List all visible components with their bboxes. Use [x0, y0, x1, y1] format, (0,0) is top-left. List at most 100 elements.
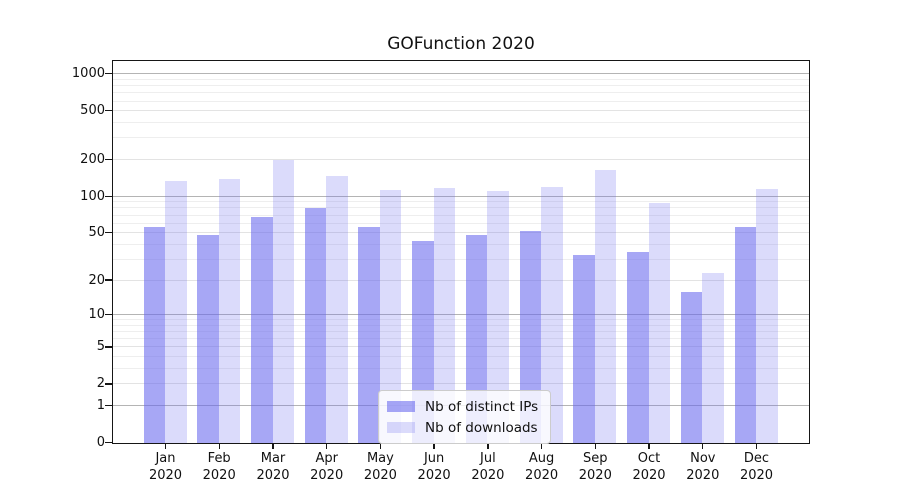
x-tick-label-oct: Oct 2020 [632, 451, 666, 483]
bar-oct-downloads [648, 203, 670, 443]
y-tick-mark-1 [105, 404, 112, 407]
y-tick-mark-200 [105, 158, 112, 161]
gridline-y-700 [113, 92, 809, 94]
y-tick-mark-20 [105, 279, 112, 281]
x-tick-label-jun: Jun 2020 [417, 451, 451, 483]
x-tick-label-nov: Nov 2020 [686, 451, 720, 483]
x-tick-mark-aug [540, 444, 543, 449]
bar-apr-downloads [326, 175, 348, 443]
x-tick-mark-oct [648, 444, 650, 449]
x-tick-mark-feb [218, 444, 220, 449]
bar-mar-downloads [272, 159, 294, 443]
bar-may-distinct-ips [358, 227, 380, 443]
gridline-y-30 [113, 258, 809, 260]
gridline-y-6 [113, 338, 809, 340]
y-tick-mark-0 [105, 441, 112, 444]
y-tick-label-20: 20 [88, 272, 105, 288]
y-tick-label-200: 200 [80, 151, 105, 167]
x-tick-label-jul: Jul 2020 [471, 451, 505, 483]
y-tick-label-2: 2 [96, 376, 105, 392]
y-tick-mark-500 [105, 110, 112, 112]
plot-area [112, 60, 810, 444]
bar-dec-distinct-ips [734, 227, 756, 443]
gridline-y-800 [113, 85, 809, 87]
gridline-y-1000 [113, 73, 809, 75]
y-tick-mark-2 [105, 383, 112, 385]
gridline-y-7 [113, 331, 809, 332]
y-tick-label-10: 10 [88, 307, 105, 322]
bar-sep-downloads [594, 170, 617, 443]
gridline-y-60 [113, 222, 809, 224]
x-tick-mark-jun [433, 444, 435, 449]
gridline-y-400 [113, 122, 809, 124]
y-tick-mark-100 [105, 195, 112, 197]
legend: Nb of distinct IPs Nb of downloads [378, 390, 552, 444]
bar-apr-distinct-ips [304, 207, 327, 443]
bar-dec-downloads [756, 188, 778, 443]
gridline-y-80 [113, 207, 809, 209]
legend-swatch-distinct-ips [387, 401, 415, 412]
gridline-y-900 [113, 78, 809, 80]
y-tick-mark-50 [105, 231, 112, 234]
y-tick-mark-5 [105, 346, 112, 348]
bar-nov-distinct-ips [680, 291, 703, 443]
gridline-y-70 [113, 214, 809, 216]
x-tick-mark-sep [594, 444, 596, 449]
gridline-y-300 [113, 137, 809, 139]
chart-title: GOFunction 2020 [387, 34, 535, 54]
x-tick-label-may: May 2020 [363, 451, 397, 483]
x-tick-mark-mar [272, 444, 274, 449]
x-tick-label-feb: Feb 2020 [202, 451, 236, 483]
y-tick-label-0: 0 [96, 435, 105, 450]
gridline-y-2 [113, 383, 809, 385]
gridline-y-500 [113, 110, 809, 112]
gridline-y-600 [113, 100, 809, 102]
bar-feb-distinct-ips [197, 235, 219, 443]
bar-oct-distinct-ips [627, 251, 649, 443]
x-tick-label-dec: Dec 2020 [739, 451, 774, 483]
legend-item-downloads: Nb of downloads [387, 418, 538, 437]
bar-jun-downloads [433, 188, 456, 443]
bar-feb-downloads [218, 178, 241, 443]
legend-item-distinct-ips: Nb of distinct IPs [387, 397, 538, 416]
bar-aug-downloads [541, 187, 563, 443]
gridline-y-4 [113, 356, 809, 358]
bar-mar-distinct-ips [251, 217, 273, 443]
x-tick-mark-jul [487, 444, 489, 449]
bar-may-downloads [379, 190, 402, 443]
y-tick-mark-10 [105, 313, 112, 316]
gridline-y-8 [113, 324, 809, 326]
x-tick-label-apr: Apr 2020 [310, 451, 344, 483]
gridline-y-20 [113, 279, 809, 281]
bar-jul-downloads [487, 191, 509, 443]
bar-sep-distinct-ips [573, 254, 595, 443]
gridline-y-10 [113, 314, 809, 315]
legend-label-distinct-ips: Nb of distinct IPs [425, 398, 539, 415]
y-tick-label-1000: 1000 [71, 66, 105, 82]
x-tick-mark-nov [702, 444, 704, 449]
x-tick-label-mar: Mar 2020 [256, 451, 290, 483]
gridline-y-90 [113, 201, 809, 203]
x-tick-label-jan: Jan 2020 [148, 451, 183, 483]
gridline-y-100 [113, 195, 809, 197]
x-tick-mark-jan [164, 444, 167, 449]
y-tick-label-100: 100 [80, 188, 105, 204]
bar-jan-distinct-ips [143, 227, 165, 443]
gridline-y-5 [113, 346, 809, 348]
y-tick-label-5: 5 [96, 339, 105, 355]
gridline-y-50 [113, 232, 809, 234]
x-tick-label-sep: Sep 2020 [578, 451, 612, 483]
y-tick-label-1: 1 [96, 398, 105, 413]
bar-nov-downloads [702, 273, 724, 443]
gridline-y-9 [113, 319, 809, 321]
y-tick-mark-1000 [105, 73, 112, 75]
x-tick-mark-may [379, 444, 382, 449]
legend-swatch-downloads [387, 422, 415, 433]
x-tick-label-aug: Aug 2020 [525, 451, 559, 483]
y-tick-label-50: 50 [88, 225, 105, 241]
x-tick-mark-apr [326, 444, 328, 449]
legend-label-downloads: Nb of downloads [425, 419, 538, 436]
x-tick-mark-dec [755, 444, 758, 449]
gridline-y-200 [113, 158, 809, 160]
